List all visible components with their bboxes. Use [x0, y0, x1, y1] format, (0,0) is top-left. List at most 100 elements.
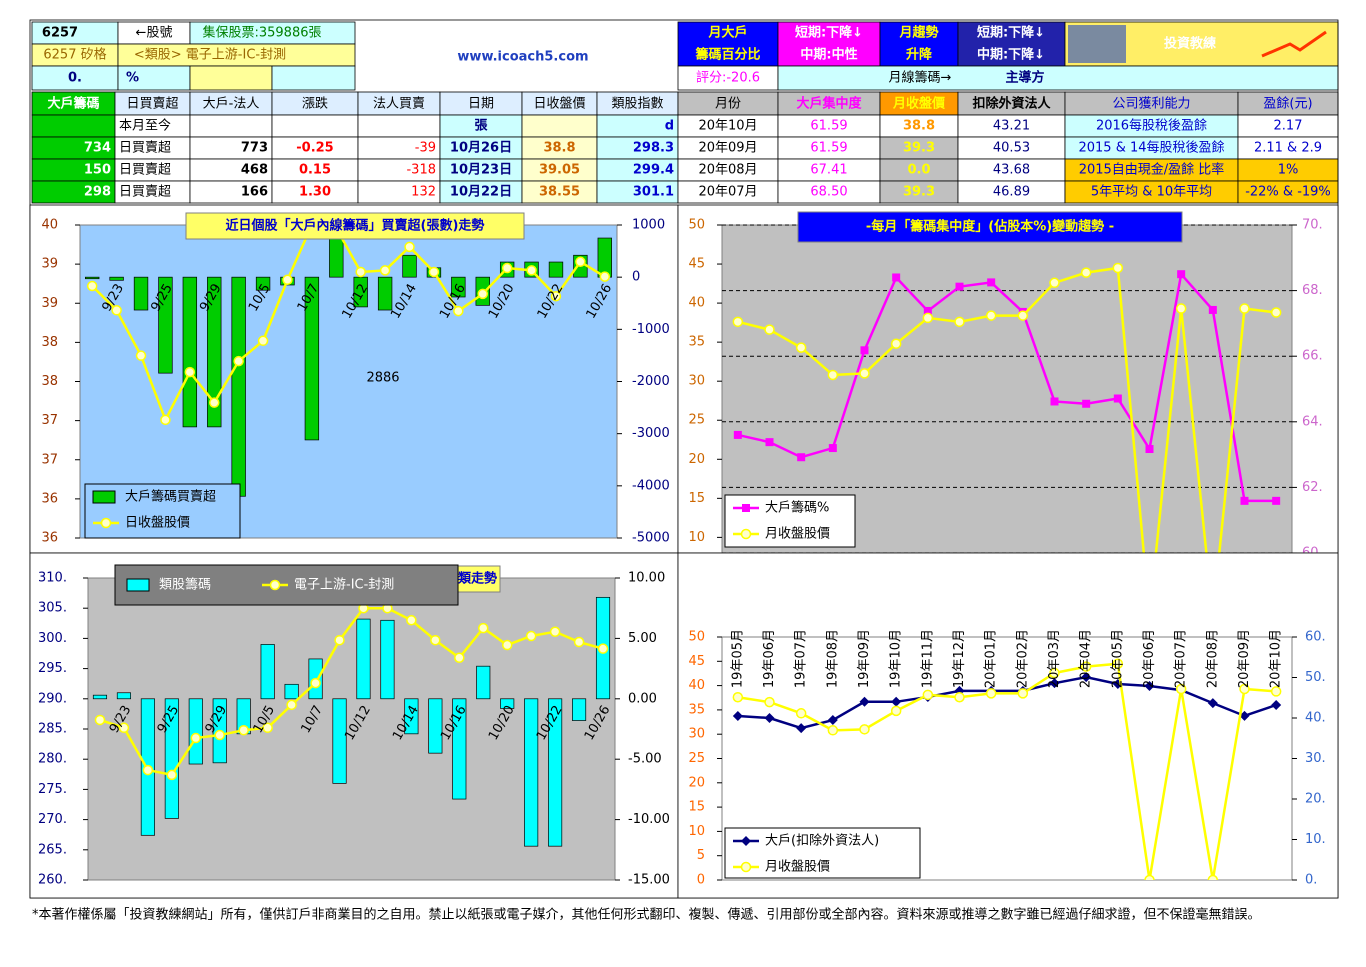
- cell-text: 短期:下降↓: [977, 25, 1045, 41]
- legend-swatch: [92, 490, 116, 504]
- line-marker: [1017, 310, 1029, 321]
- line-marker: [1271, 699, 1282, 710]
- line-marker: [795, 342, 807, 353]
- table-text: 734: [84, 141, 111, 156]
- line-marker: [214, 729, 225, 741]
- line-marker: [118, 722, 130, 734]
- bar: [188, 698, 203, 765]
- legend-box: [724, 827, 921, 879]
- chart-title: -每月「籌碼集中度」(佔股本%)變動趨勢 -: [866, 219, 1114, 235]
- bar: [207, 276, 222, 428]
- y-tick-label: 10: [688, 530, 705, 545]
- logo: 投資教練: [1164, 36, 1216, 52]
- legend-box: [724, 494, 856, 548]
- y-tick-label: 45: [688, 257, 705, 272]
- table-text: -318: [406, 163, 436, 178]
- line-marker: [282, 274, 293, 286]
- line-marker: [269, 579, 281, 591]
- y-tick-label: 20: [688, 775, 705, 790]
- bar: [85, 276, 100, 280]
- line-marker: [478, 622, 489, 634]
- line-marker: [190, 732, 202, 744]
- y2-tick-label: 10.: [1305, 832, 1326, 847]
- cell-text: 6257: [42, 26, 78, 41]
- table-text: 298.3: [633, 141, 674, 156]
- line-marker: [1208, 305, 1217, 314]
- line-marker: [954, 692, 965, 703]
- footer: *本著作權係屬「投資教練網站」所有，僅供訂戶非商業目的之自用。禁止以紙張或電子媒…: [32, 907, 1261, 923]
- y2-tick-label: 62.: [1302, 480, 1323, 495]
- x-tick-label: 19年11月: [920, 629, 935, 688]
- cell-text: 月大戶: [707, 25, 747, 41]
- table-text: 150: [84, 163, 111, 178]
- bar: [133, 276, 149, 311]
- table-text: 張: [474, 119, 488, 134]
- line-marker: [238, 724, 249, 736]
- y2-tick-label: -5.00: [628, 752, 662, 767]
- table-text: 2.11 & 2.9: [1254, 141, 1322, 156]
- table-text: 39.3: [903, 141, 935, 156]
- y-tick-label: 38: [41, 374, 58, 389]
- cell: [677, 21, 779, 67]
- y2-tick-label: 0: [632, 270, 640, 285]
- x-tick-label: 20年05月: [1110, 629, 1125, 688]
- line-marker: [764, 324, 775, 335]
- bar: [402, 254, 417, 278]
- x-tick-label: 20年07月: [1174, 629, 1189, 688]
- line-marker: [987, 278, 996, 287]
- line-marker: [501, 262, 513, 274]
- line-marker: [1049, 277, 1060, 289]
- line-marker: [1017, 688, 1029, 699]
- bar: [451, 276, 466, 298]
- y-tick-label: 38: [41, 335, 58, 350]
- y2-tick-label: 0.00: [628, 691, 657, 706]
- y2-tick-label: 50.: [1305, 670, 1326, 685]
- line-marker: [1177, 270, 1186, 279]
- line-marker: [732, 692, 744, 703]
- table-text: 本月至今: [119, 118, 171, 134]
- line-marker: [501, 639, 513, 651]
- y2-tick-label: 1000: [632, 218, 665, 233]
- line-marker: [795, 708, 807, 719]
- table-cell: [271, 114, 359, 138]
- y-tick-label: 305.: [38, 601, 67, 616]
- table-text: 166: [241, 185, 268, 200]
- chart-title: 近日個股「大戶內線籌碼」買賣超(張數)走勢: [226, 218, 485, 234]
- line-marker: [1145, 445, 1154, 454]
- bar: [377, 276, 393, 311]
- table-text: 2.17: [1274, 119, 1303, 134]
- table-text: 日買賣超: [119, 141, 171, 156]
- y-tick-label: 285.: [38, 722, 67, 737]
- bar: [109, 276, 124, 281]
- line-marker: [86, 280, 98, 292]
- y2-tick-label: 10.00: [628, 571, 665, 586]
- line-marker: [828, 444, 837, 453]
- bar: [92, 694, 108, 700]
- line-marker: [740, 528, 752, 540]
- bar: [356, 618, 371, 700]
- cell: [777, 21, 881, 67]
- y-tick-label: 290.: [38, 691, 67, 706]
- plot-layer: [92, 596, 611, 847]
- line-marker: [100, 517, 112, 529]
- table-text: 10月22日: [450, 185, 512, 200]
- line-marker: [1272, 496, 1281, 505]
- y-tick-label: 25: [688, 413, 705, 428]
- y-tick-label: 45: [688, 654, 705, 669]
- cell-text: 升降: [906, 47, 933, 63]
- line-marker: [796, 723, 807, 734]
- legend-label: 日收盤股價: [125, 516, 190, 531]
- line-marker: [859, 368, 870, 379]
- y-tick-label: 35: [688, 335, 705, 350]
- y2-tick-label: -5000: [632, 531, 670, 546]
- line-marker: [1082, 399, 1091, 408]
- line-marker: [94, 714, 106, 726]
- line: [737, 266, 1277, 553]
- cell-text: 中期:中性: [800, 47, 857, 63]
- line-marker: [1207, 874, 1219, 880]
- x-tick-label: 20年08月: [1205, 629, 1220, 688]
- column-header: 法人買賣: [373, 97, 425, 112]
- line: [737, 662, 1277, 880]
- line-marker: [209, 397, 220, 408]
- y-tick-label: 275.: [38, 782, 67, 797]
